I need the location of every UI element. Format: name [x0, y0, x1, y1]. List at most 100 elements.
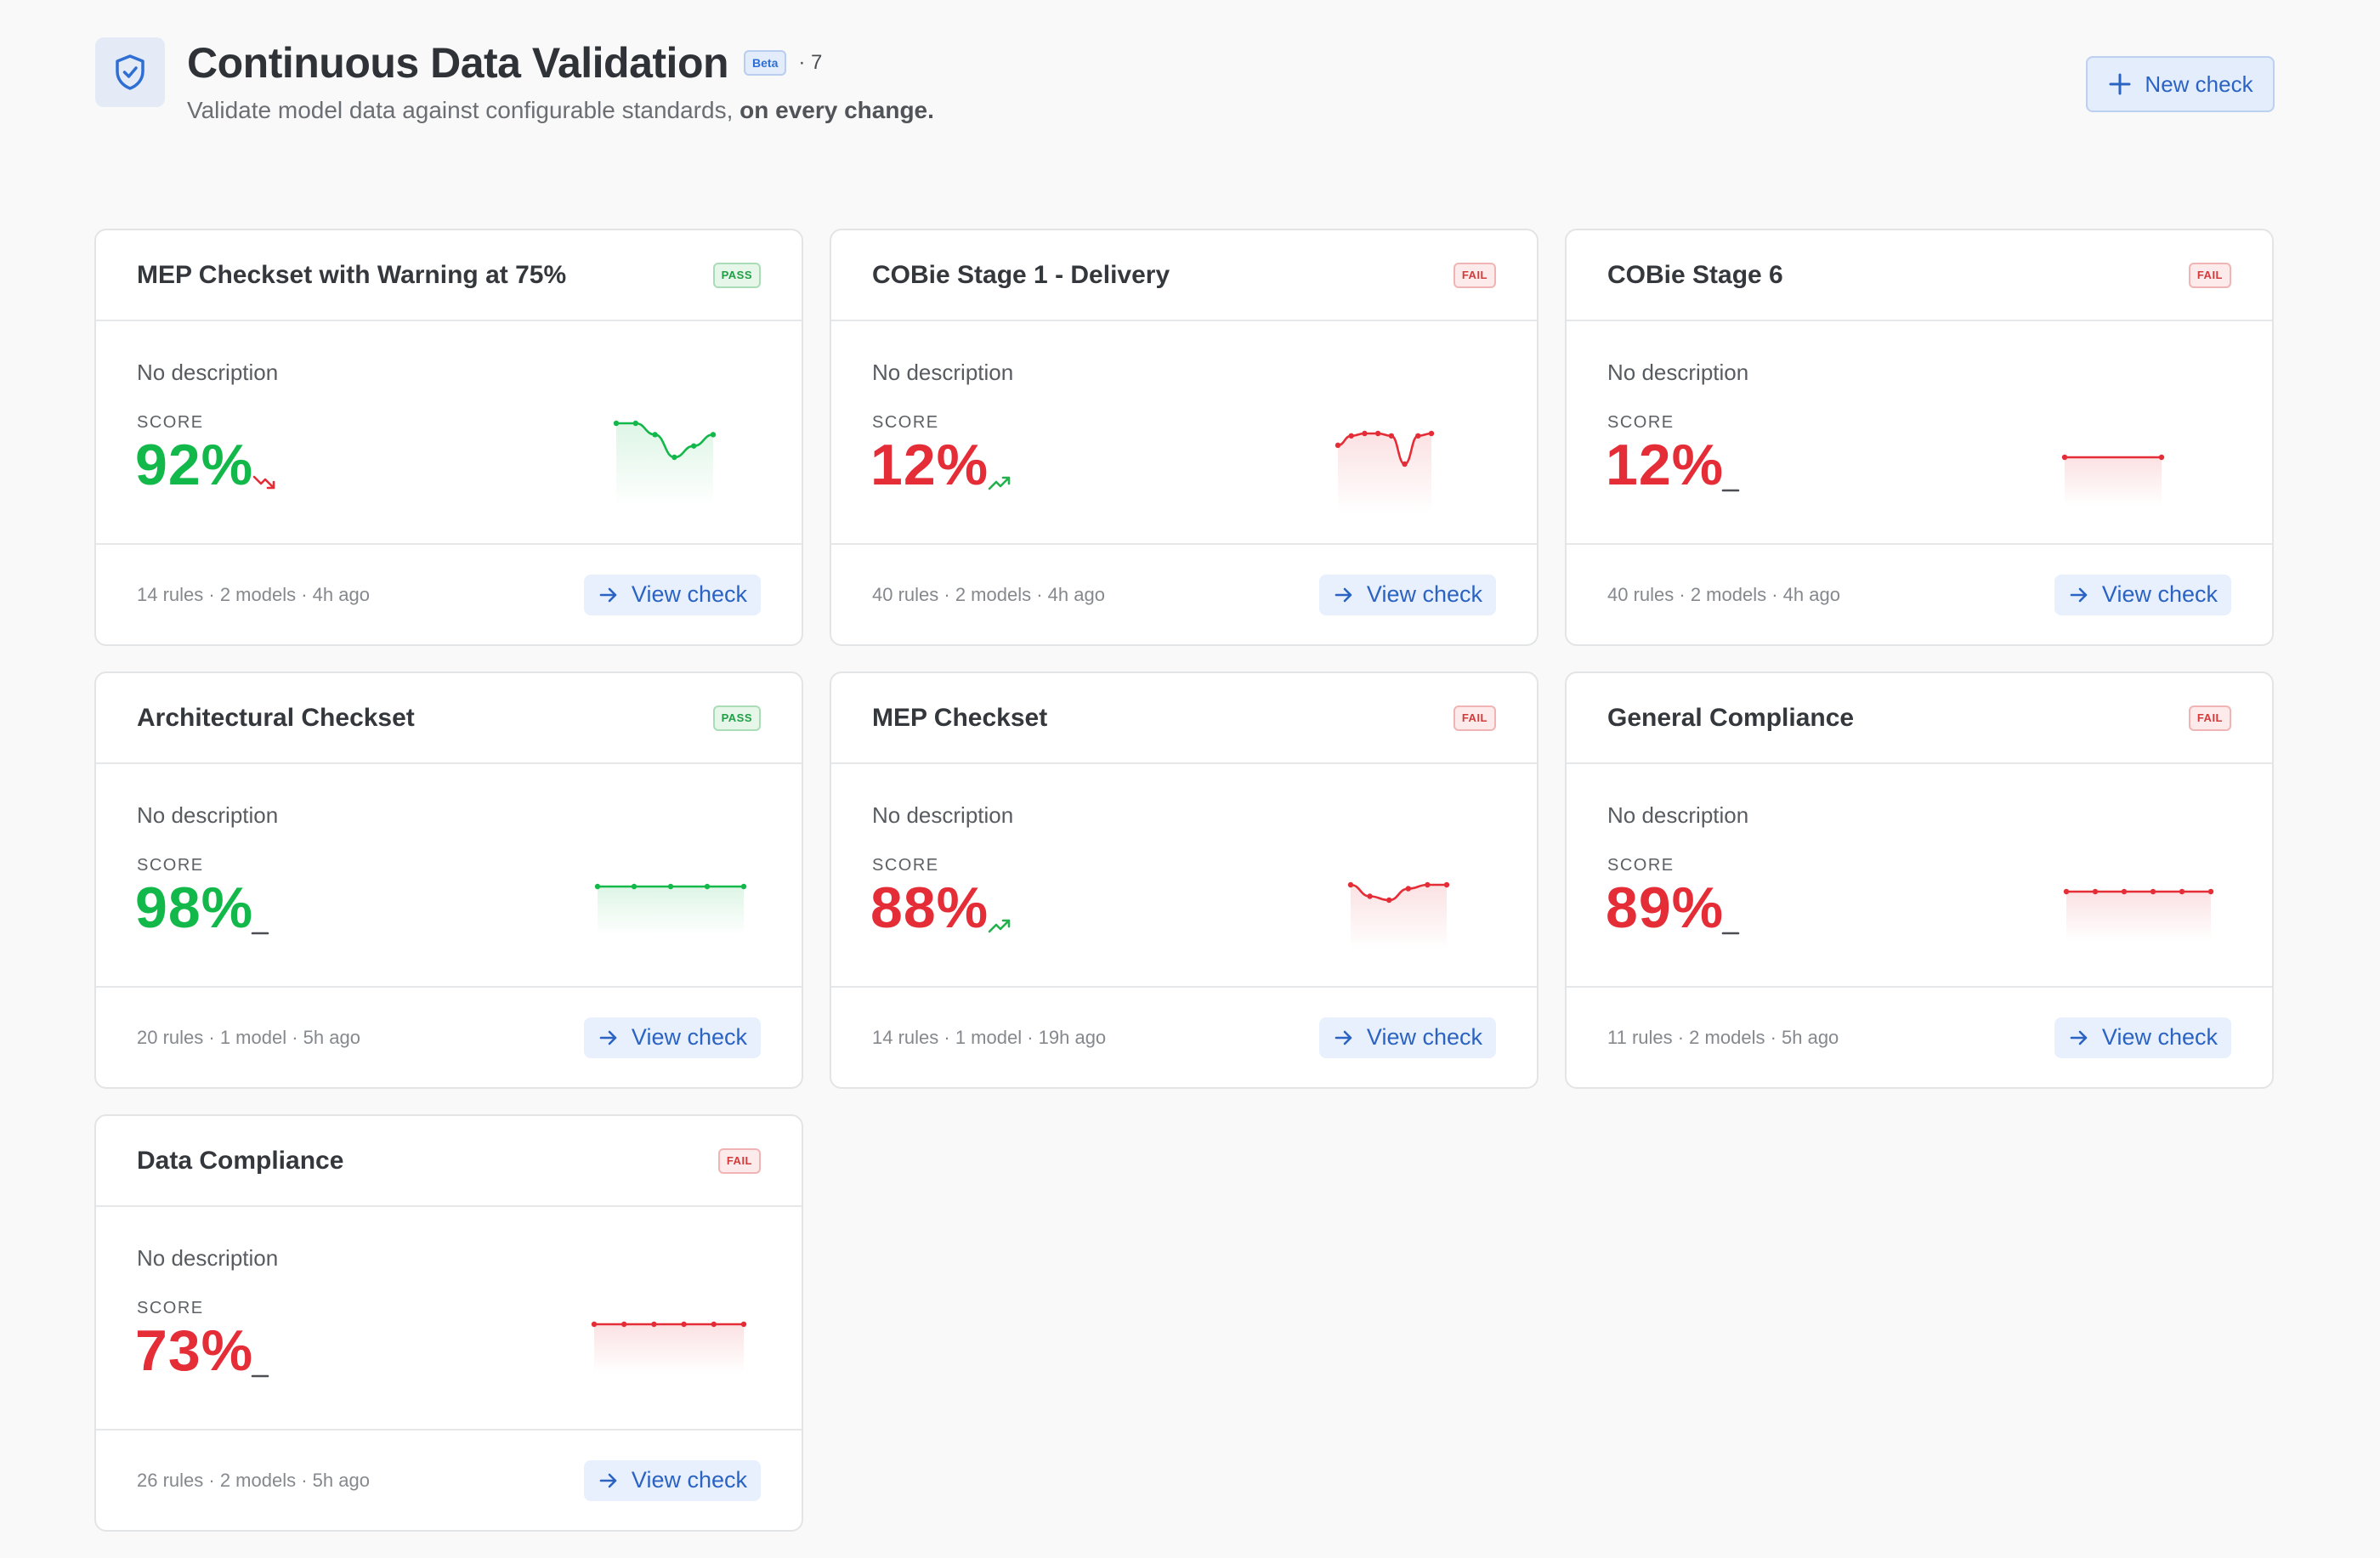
- page-header: Continuous Data Validation Beta · 7 Vali…: [95, 37, 2275, 139]
- view-check-button[interactable]: View check: [1318, 1017, 1496, 1058]
- view-check-button[interactable]: View check: [583, 1017, 761, 1058]
- card-header: COBie Stage 6 FAIL: [1567, 230, 2272, 321]
- sparkline-area: [1351, 885, 1447, 949]
- arrow-right-icon: [599, 587, 617, 602]
- card-body: No description SCORE 88%: [831, 764, 1537, 988]
- view-check-button[interactable]: View check: [583, 1459, 761, 1501]
- score-label: SCORE: [872, 413, 939, 432]
- check-count: · 7: [798, 51, 823, 74]
- check-card[interactable]: General Compliance FAIL No description S…: [1565, 671, 2274, 1089]
- check-card[interactable]: COBie Stage 6 FAIL No description SCORE …: [1565, 229, 2274, 646]
- sparkline-area: [2065, 457, 2162, 507]
- card-body: No description SCORE 12%: [1567, 321, 2272, 545]
- card-meta: 14 rules · 1 model · 19h ago: [872, 1026, 1107, 1048]
- status-badge: FAIL: [2188, 262, 2231, 288]
- check-card[interactable]: Data Compliance FAIL No description SCOR…: [94, 1114, 803, 1532]
- card-description: No description: [872, 802, 1014, 828]
- arrow-right-icon: [1334, 587, 1352, 602]
- card-header: MEP Checkset with Warning at 75% PASS: [96, 230, 802, 321]
- card-footer: 14 rules · 2 models · 4h ago View check: [96, 545, 802, 644]
- sparkline-point: [1374, 430, 1381, 437]
- card-description: No description: [872, 360, 1014, 385]
- sparkline-point: [631, 883, 638, 890]
- sparkline-point: [2121, 888, 2128, 895]
- sparkline-point: [1362, 430, 1368, 437]
- card-header: Architectural Checkset PASS: [96, 673, 802, 764]
- check-card[interactable]: COBie Stage 1 - Delivery FAIL No descrip…: [830, 229, 1538, 646]
- sparkline-point: [711, 1321, 717, 1328]
- arrow-right-icon: [599, 1473, 617, 1487]
- card-meta: 40 rules · 2 models · 4h ago: [872, 583, 1105, 605]
- trend-flat-icon: [1721, 489, 1740, 492]
- card-body: No description SCORE 89%: [1567, 764, 2272, 988]
- check-card[interactable]: MEP Checkset with Warning at 75% PASS No…: [94, 229, 803, 646]
- view-check-button[interactable]: View check: [2054, 574, 2231, 615]
- card-footer: 14 rules · 1 model · 19h ago View check: [831, 988, 1537, 1087]
- arrow-right-icon: [2070, 1030, 2088, 1045]
- score-label: SCORE: [137, 1299, 204, 1317]
- view-check-label: View check: [1366, 581, 1482, 607]
- card-title: MEP Checkset with Warning at 75%: [137, 260, 567, 289]
- plus-icon: [2109, 73, 2131, 95]
- card-title: Architectural Checkset: [137, 703, 415, 732]
- view-check-label: View check: [1366, 1024, 1482, 1050]
- check-card[interactable]: Architectural Checkset PASS No descripti…: [94, 671, 803, 1089]
- view-check-button[interactable]: View check: [583, 574, 761, 615]
- card-title: MEP Checkset: [872, 703, 1048, 732]
- card-description: No description: [137, 802, 279, 828]
- sparkline-point: [672, 454, 677, 461]
- subtitle-text: Validate model data against configurable…: [187, 97, 734, 123]
- trend-flat-icon: [251, 932, 269, 935]
- card-footer: 11 rules · 2 models · 5h ago View check: [1567, 988, 2272, 1087]
- card-meta: 14 rules · 2 models · 4h ago: [137, 583, 370, 605]
- sparkline-area: [594, 1324, 744, 1374]
- status-badge: FAIL: [1453, 705, 1496, 731]
- sparkline-point: [2150, 888, 2156, 895]
- sparkline-line: [1336, 432, 1433, 466]
- score-value: 92%: [135, 433, 254, 497]
- card-header: General Compliance FAIL: [1567, 673, 2272, 764]
- score-value: 89%: [1606, 875, 1725, 940]
- card-header: Data Compliance FAIL: [96, 1116, 802, 1207]
- shield-check-icon: [95, 37, 165, 107]
- view-check-label: View check: [631, 581, 747, 607]
- sparkline-point: [1347, 881, 1354, 888]
- score-value: 12%: [870, 433, 989, 497]
- card-footer: 40 rules · 2 models · 4h ago View check: [831, 545, 1537, 644]
- score-label: SCORE: [1607, 413, 1674, 432]
- check-card[interactable]: MEP Checkset FAIL No description SCORE 8…: [830, 671, 1538, 1089]
- card-meta: 26 rules · 2 models · 5h ago: [137, 1469, 370, 1491]
- sparkline-point: [613, 420, 620, 427]
- view-check-button[interactable]: View check: [2054, 1017, 2231, 1058]
- sparkline-point: [1367, 893, 1373, 899]
- sparkline-line: [615, 422, 715, 459]
- sparkline-point: [1415, 433, 1421, 439]
- arrow-right-icon: [2070, 587, 2088, 602]
- card-description: No description: [137, 360, 279, 385]
- card-meta: 11 rules · 2 models · 5h ago: [1607, 1026, 1839, 1048]
- sparkline-point: [1348, 433, 1354, 439]
- card-description: No description: [1607, 802, 1749, 828]
- view-check-button[interactable]: View check: [1318, 574, 1496, 615]
- new-check-button[interactable]: New check: [2086, 56, 2275, 112]
- sparkline-point: [1386, 897, 1392, 904]
- sparkline-area: [2066, 892, 2211, 941]
- sparkline-point: [2158, 454, 2165, 461]
- sparkline-point: [1334, 442, 1341, 449]
- beta-badge: Beta: [744, 50, 787, 76]
- sparkline-point: [1405, 886, 1411, 892]
- card-header: COBie Stage 1 - Delivery FAIL: [831, 230, 1537, 321]
- card-footer: 40 rules · 2 models · 4h ago View check: [1567, 545, 2272, 644]
- new-check-label: New check: [2145, 71, 2253, 97]
- sparkline-point: [652, 432, 658, 438]
- sparkline-point: [667, 883, 674, 890]
- sparkline-point: [591, 1321, 598, 1328]
- status-badge: FAIL: [2188, 705, 2231, 731]
- sparkline-point: [1443, 881, 1450, 888]
- arrow-right-icon: [1334, 1030, 1352, 1045]
- sparkline-point: [691, 443, 697, 449]
- status-badge: FAIL: [1453, 262, 1496, 288]
- card-header: MEP Checkset FAIL: [831, 673, 1537, 764]
- sparkline-point: [2207, 888, 2214, 895]
- arrow-right-icon: [599, 1030, 617, 1045]
